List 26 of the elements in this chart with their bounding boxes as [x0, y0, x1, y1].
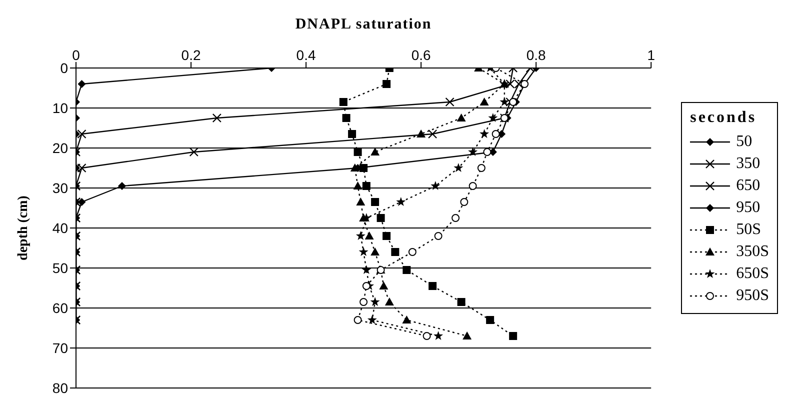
legend-label: 50S [736, 221, 761, 239]
legend-label: 350 [736, 155, 760, 173]
x-tick-label: 0.4 [296, 47, 316, 63]
y-tick-label: 70 [52, 340, 68, 356]
y-axis-title: depth (cm) [16, 195, 31, 260]
legend-label: 50 [736, 133, 752, 151]
y-tick-label: 80 [52, 380, 68, 396]
x-tick-label: 0.8 [526, 47, 546, 63]
y-tick-label: 60 [52, 300, 68, 316]
y-tick-label: 20 [52, 140, 68, 156]
legend-label: 950 [736, 199, 760, 217]
x-tick-label: 0.6 [411, 47, 431, 63]
y-tick-label: 40 [52, 220, 68, 236]
y-tick-label: 0 [60, 60, 68, 76]
legend-label: 650 [736, 177, 760, 195]
legend-label: 350S [736, 243, 769, 261]
x-tick-label: 0.2 [181, 47, 201, 63]
x-tick-label: 0 [72, 47, 80, 63]
legend-title: seconds [690, 109, 758, 127]
y-tick-label: 10 [52, 100, 68, 116]
y-tick-label: 30 [52, 180, 68, 196]
y-tick-label: 50 [52, 260, 68, 276]
x-tick-label: 1 [647, 47, 656, 63]
x-axis-title: DNAPL saturation [295, 16, 432, 33]
legend-label: 950S [736, 287, 769, 305]
legend-label: 650S [736, 265, 769, 283]
